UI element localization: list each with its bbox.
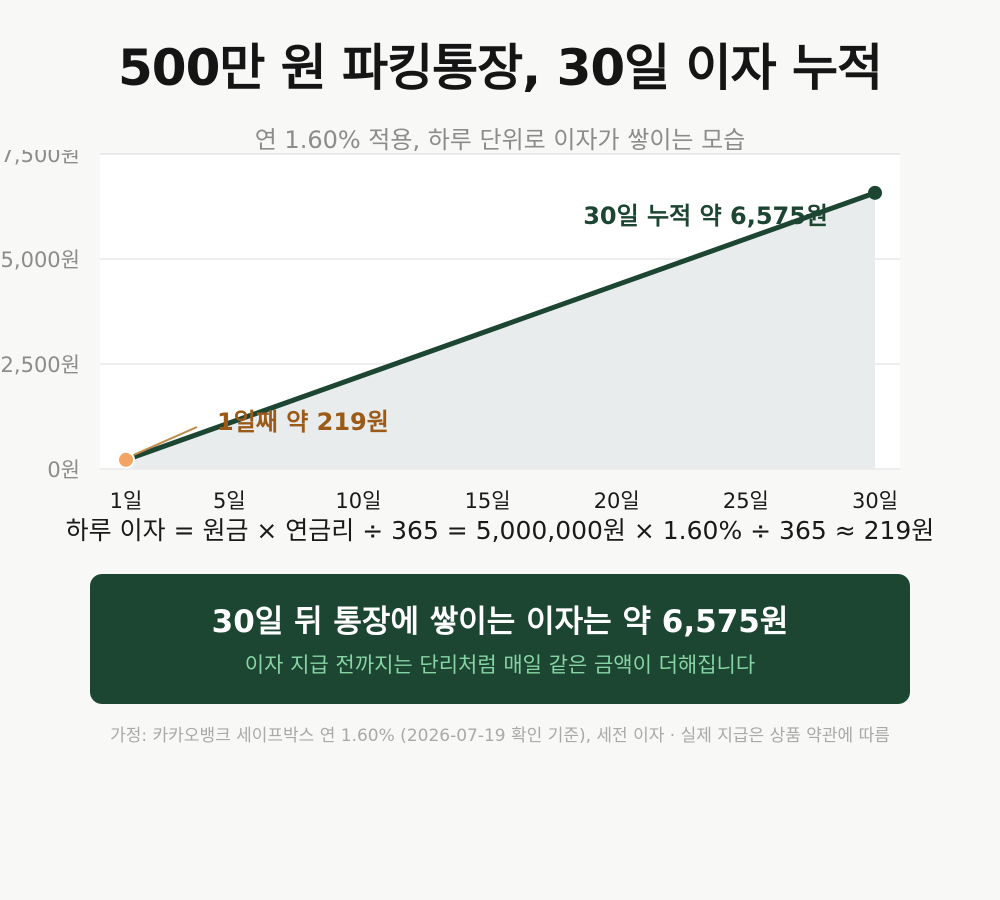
- assumption-footnote: 가정: 카카오뱅크 세이프박스 연 1.60% (2026-07-19 확인 기…: [110, 726, 890, 746]
- interest-area-chart: 0원 2,500원 5,000원 7,500원 1일 5일 10일 15일 20일 25일 30일…: [1, 150, 900, 510]
- series-line: [123, 190, 878, 463]
- start-point: [117, 450, 135, 469]
- x-tick-label: 20일: [594, 489, 640, 510]
- daily-interest-formula: 하루 이자 = 원금 × 연금리 ÷ 365 = 5,000,000원 × 1.…: [65, 516, 935, 545]
- x-tick-label: 30일: [852, 489, 898, 510]
- callout-subtext: 이자 지급 전까지는 단리처럼 매일 같은 금액이 더해집니다: [244, 653, 756, 677]
- end-annotation-label: 30일 누적 약 6,575원: [583, 202, 828, 230]
- x-tick-label: 1일: [110, 489, 143, 510]
- chart-title: 500만 원 파킹통장, 30일 이자 누적: [118, 39, 883, 97]
- y-tick-label: 7,500원: [1, 150, 80, 167]
- y-tick-label: 0원: [47, 458, 80, 482]
- chart-subtitle: 연 1.60% 적용, 하루 단위로 이자가 쌓이는 모습: [254, 126, 746, 154]
- start-annotation-label: 1일째 약 219원: [217, 408, 389, 436]
- x-tick-label: 5일: [213, 489, 246, 510]
- end-point: [868, 185, 882, 200]
- x-tick-label: 15일: [465, 489, 511, 510]
- summary-callout: 30일 뒤 통장에 쌓이는 이자는 약 6,575원 이자 지급 전까지는 단리…: [90, 574, 910, 704]
- y-tick-label: 2,500원: [1, 353, 80, 377]
- x-tick-label: 25일: [723, 489, 769, 510]
- x-tick-label: 10일: [335, 489, 381, 510]
- y-tick-label: 5,000원: [1, 248, 80, 272]
- start-annotation-leader: [133, 426, 198, 456]
- callout-headline: 30일 뒤 통장에 쌓이는 이자는 약 6,575원: [211, 604, 789, 640]
